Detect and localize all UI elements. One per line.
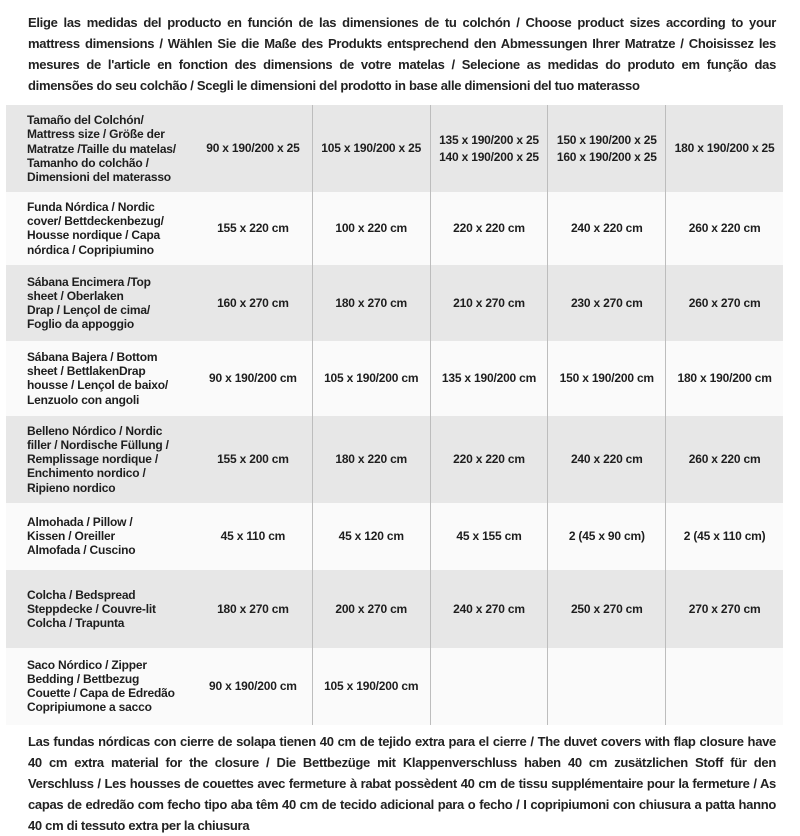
size-value-cell: 2 (45 x 110 cm)	[665, 502, 783, 570]
size-value-cell: 100 x 220 cm	[311, 191, 430, 265]
product-row-label: Colcha / Bedspread Steppdecke / Couvre-l…	[27, 587, 156, 630]
size-value-cell	[665, 647, 783, 725]
size-value-cell: 250 x 270 cm	[547, 569, 665, 648]
size-value-cell: 105 x 190/200 cm	[311, 340, 430, 416]
size-value-cell: 105 x 190/200 cm	[311, 647, 430, 725]
size-table: Tamaño del Colchón/ Mattress size / Größ…	[6, 105, 783, 725]
size-value-cell: 270 x 270 cm	[665, 569, 783, 648]
size-value-cell: 155 x 200 cm	[217, 452, 289, 467]
size-value-cell: 45 x 120 cm	[311, 502, 430, 570]
table-row: Funda Nórdica / Nordic cover/ Bettdecken…	[6, 191, 783, 265]
size-value-cell: 2 (45 x 90 cm)	[547, 502, 665, 570]
table-row: Colcha / Bedspread Steppdecke / Couvre-l…	[6, 569, 783, 648]
size-value-cell: 155 x 220 cm	[217, 221, 289, 236]
product-row-label: Almohada / Pillow / Kissen / Oreiller Al…	[27, 515, 136, 558]
size-value-cell: 90 x 190/200 cm	[209, 679, 297, 694]
product-row-label: Sábana Encimera /Top sheet / Oberlaken D…	[27, 274, 151, 332]
size-column-header: 90 x 190/200 x 25	[206, 141, 300, 156]
size-value-cell	[547, 647, 665, 725]
product-row-label: Belleno Nórdico / Nordic filler / Nordis…	[27, 423, 169, 495]
size-value-cell: 90 x 190/200 cm	[209, 371, 297, 386]
size-value-cell: 260 x 220 cm	[665, 191, 783, 265]
size-value-cell: 180 x 270 cm	[217, 601, 289, 616]
size-column-header: 150 x 190/200 x 25 160 x 190/200 x 25	[547, 105, 665, 192]
table-row: Sábana Encimera /Top sheet / Oberlaken D…	[6, 264, 783, 341]
size-value-cell: 240 x 220 cm	[547, 415, 665, 503]
size-value-cell: 150 x 190/200 cm	[547, 340, 665, 416]
size-value-cell: 200 x 270 cm	[311, 569, 430, 648]
size-value-cell: 180 x 190/200 cm	[665, 340, 783, 416]
size-value-cell: 180 x 270 cm	[311, 264, 430, 341]
size-value-cell: 220 x 220 cm	[429, 191, 548, 265]
table-row: Belleno Nórdico / Nordic filler / Nordis…	[6, 415, 783, 503]
size-value-cell: 180 x 220 cm	[311, 415, 430, 503]
size-value-cell: 240 x 220 cm	[547, 191, 665, 265]
size-column-header: 105 x 190/200 x 25	[311, 105, 430, 192]
product-row-label: Saco Nórdico / Zipper Bedding / Bettbezu…	[27, 657, 175, 715]
size-value-cell: 160 x 270 cm	[217, 295, 289, 310]
table-row: Sábana Bajera / Bottom sheet / Bettlaken…	[6, 340, 783, 416]
size-value-cell: 260 x 270 cm	[665, 264, 783, 341]
size-value-cell: 240 x 270 cm	[429, 569, 548, 648]
table-row: Almohada / Pillow / Kissen / Oreiller Al…	[6, 502, 783, 570]
table-row: Saco Nórdico / Zipper Bedding / Bettbezu…	[6, 647, 783, 725]
size-value-cell: 220 x 220 cm	[429, 415, 548, 503]
mattress-size-header-label: Tamaño del Colchón/ Mattress size / Größ…	[27, 113, 176, 184]
product-row-label: Funda Nórdica / Nordic cover/ Bettdecken…	[27, 200, 164, 257]
footnote-text: Las fundas nórdicas con cierre de solapa…	[28, 733, 776, 833]
size-column-header: 135 x 190/200 x 25 140 x 190/200 x 25	[429, 105, 548, 192]
intro-text: Elige las medidas del producto en funció…	[28, 15, 776, 94]
size-value-cell: 260 x 220 cm	[665, 415, 783, 503]
size-value-cell	[429, 647, 548, 725]
size-value-cell: 135 x 190/200 cm	[429, 340, 548, 416]
product-size-sheet: Elige las medidas del producto en funció…	[6, 15, 783, 833]
table-header-row: Tamaño del Colchón/ Mattress size / Größ…	[6, 105, 783, 192]
size-value-cell: 45 x 110 cm	[220, 529, 286, 544]
product-row-label: Sábana Bajera / Bottom sheet / Bettlaken…	[27, 350, 169, 407]
size-value-cell: 230 x 270 cm	[547, 264, 665, 341]
size-column-header: 180 x 190/200 x 25	[665, 105, 783, 192]
size-value-cell: 45 x 155 cm	[429, 502, 548, 570]
size-value-cell: 210 x 270 cm	[429, 264, 548, 341]
